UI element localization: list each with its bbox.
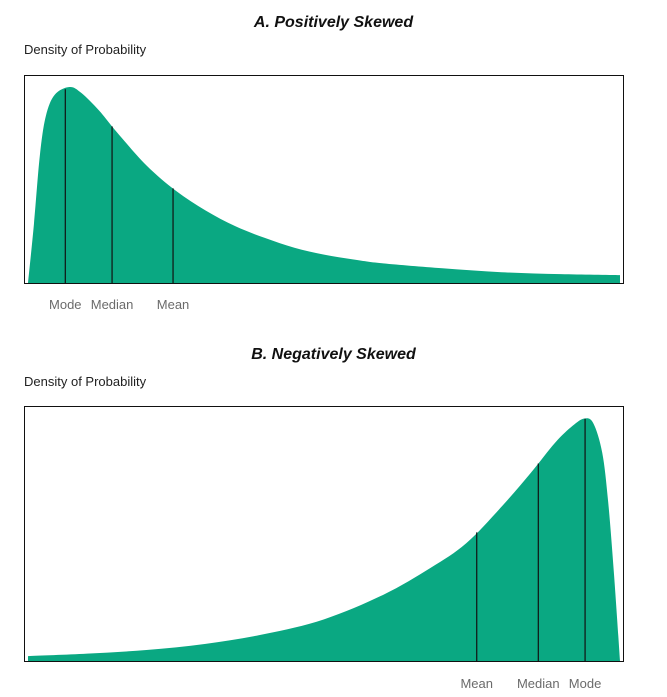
chart-a-mean-label: Mean [156,297,190,312]
chart-b-ylabel: Density of Probability [24,374,147,389]
chart-b-density-area [28,418,620,661]
chart-a-frame [24,75,624,284]
chart-a-title: A. Positively Skewed [253,14,414,31]
chart-a-mode-label: Mode [49,297,82,312]
chart-b-frame [24,406,624,662]
chart-a-plot [24,75,624,284]
chart-b-plot [24,406,624,662]
chart-b-median-label: Median [516,676,560,691]
chart-b-title: B. Negatively Skewed [251,346,416,363]
chart-a-ylabel: Density of Probability [24,42,147,57]
chart-a-density-area [28,86,620,283]
chart-b-mean-label: Mean [460,676,493,691]
chart-b-mode-label: Mode [568,676,602,691]
chart-a-median-label: Median [90,297,134,312]
